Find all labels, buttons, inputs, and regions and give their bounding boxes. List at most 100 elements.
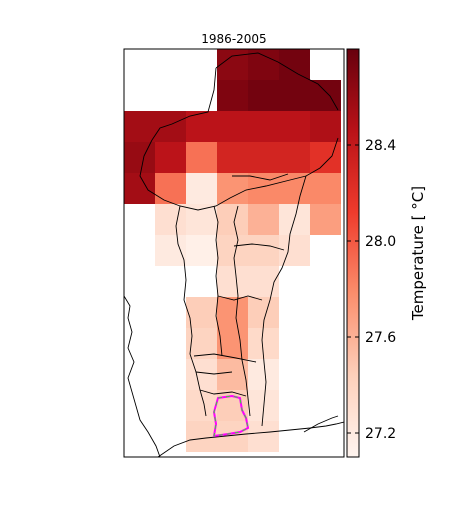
niger-north-border — [215, 52, 339, 111]
heatmap-cell — [186, 297, 217, 328]
heatmap-cell — [124, 111, 155, 142]
colorbar-label: Temperature [ °C] — [409, 186, 427, 321]
burkina-border — [139, 137, 339, 211]
heatmap-cell — [310, 266, 341, 297]
heatmap-cell — [217, 235, 248, 266]
heatmap-cell — [279, 111, 310, 142]
heatmap-cell — [310, 173, 341, 204]
heatmap-cell — [186, 359, 217, 390]
plot-frame — [123, 48, 345, 458]
benin-north-border — [233, 243, 285, 251]
colorbar-tick-label: 28.0 — [365, 234, 396, 250]
heatmap-cell — [186, 49, 217, 80]
heatmap-cell — [155, 235, 186, 266]
niger-benin-border — [232, 173, 289, 181]
heatmap-cell — [217, 49, 248, 80]
heatmap-cell — [217, 80, 248, 111]
heatmap-cell — [217, 390, 248, 421]
heatmap-cell — [155, 80, 186, 111]
heatmap-cell — [279, 173, 310, 204]
heatmap-cell — [124, 235, 155, 266]
heatmap-cell — [310, 328, 341, 359]
chart-title: 1986-2005 — [201, 32, 266, 46]
heatmap-cell — [155, 173, 186, 204]
heatmap-cell — [217, 111, 248, 142]
internal-border-4 — [199, 389, 247, 397]
heatmap-cell — [248, 111, 279, 142]
heatmap-cell — [155, 266, 186, 297]
lagoon-line — [303, 415, 339, 433]
heatmap-cell — [155, 328, 186, 359]
heatmap-cell — [124, 390, 155, 421]
heatmap-cell — [155, 421, 186, 452]
colorbar-ticks: 27.2 27.6 28.0 28.4 — [347, 138, 396, 442]
heatmap-cell — [124, 49, 155, 80]
heatmap-cell — [279, 266, 310, 297]
benin-east-border — [261, 175, 307, 427]
heatmap-cell — [310, 204, 341, 235]
heatmap-cell — [279, 328, 310, 359]
heatmap-cell — [186, 173, 217, 204]
togo-west-border — [213, 205, 223, 357]
colorbar — [346, 48, 360, 458]
heatmap-cell — [248, 142, 279, 173]
heatmap-cell — [217, 173, 248, 204]
heatmap-cell — [124, 266, 155, 297]
niger-west-border — [151, 67, 217, 141]
heatmap-cell — [279, 80, 310, 111]
heatmap-cell — [310, 235, 341, 266]
heatmap-cell — [124, 142, 155, 173]
heatmap-cell — [124, 328, 155, 359]
heatmap-cell — [155, 390, 186, 421]
heatmap-cell — [248, 204, 279, 235]
heatmap-cell — [279, 49, 310, 80]
heatmap-cell — [248, 80, 279, 111]
internal-border-3 — [195, 371, 233, 375]
heatmap-cell — [186, 235, 217, 266]
heatmap-cell — [279, 421, 310, 452]
highlight-region-inner — [213, 395, 249, 437]
colorbar-tick-label: 27.2 — [365, 426, 396, 442]
coastline — [157, 421, 344, 457]
colorbar-tick-label: 28.4 — [365, 138, 396, 154]
heatmap-cell — [310, 111, 341, 142]
benin-west-border — [233, 205, 251, 417]
heatmap-cell — [248, 359, 279, 390]
heatmap-cell — [279, 297, 310, 328]
heatmap-cell — [124, 421, 155, 452]
heatmap-cell — [155, 49, 186, 80]
heatmap-cell — [155, 297, 186, 328]
internal-border-1 — [217, 295, 263, 301]
heatmap-cell — [310, 359, 341, 390]
heatmap-cell — [310, 297, 341, 328]
country-borders — [124, 52, 344, 457]
internal-border-2 — [193, 353, 257, 363]
heatmap-cell — [155, 359, 186, 390]
heatmap-cell — [155, 142, 186, 173]
heatmap-cell — [186, 421, 217, 452]
heatmap-cell — [310, 390, 341, 421]
west-coast — [124, 295, 161, 457]
heatmap-cell — [217, 359, 248, 390]
heatmap-cell — [124, 80, 155, 111]
heatmap-cell — [124, 173, 155, 204]
colorbar-tick-label: 27.6 — [365, 330, 396, 346]
heatmap-cell — [217, 266, 248, 297]
heatmap-cell — [155, 111, 186, 142]
heatmap-cell — [248, 235, 279, 266]
heatmap-cell — [310, 142, 341, 173]
heatmap-cell — [217, 204, 248, 235]
heatmap-cell — [217, 142, 248, 173]
heatmap-cell — [279, 390, 310, 421]
heatmap-cell — [279, 235, 310, 266]
heatmap-cell — [217, 297, 248, 328]
heatmap-cells — [124, 49, 341, 452]
heatmap-cell — [155, 204, 186, 235]
heatmap-cell — [248, 421, 279, 452]
heatmap-cell — [279, 359, 310, 390]
heatmap-cell — [124, 204, 155, 235]
heatmap-cell — [310, 49, 341, 80]
heatmap-cell — [248, 49, 279, 80]
heatmap-cell — [186, 80, 217, 111]
